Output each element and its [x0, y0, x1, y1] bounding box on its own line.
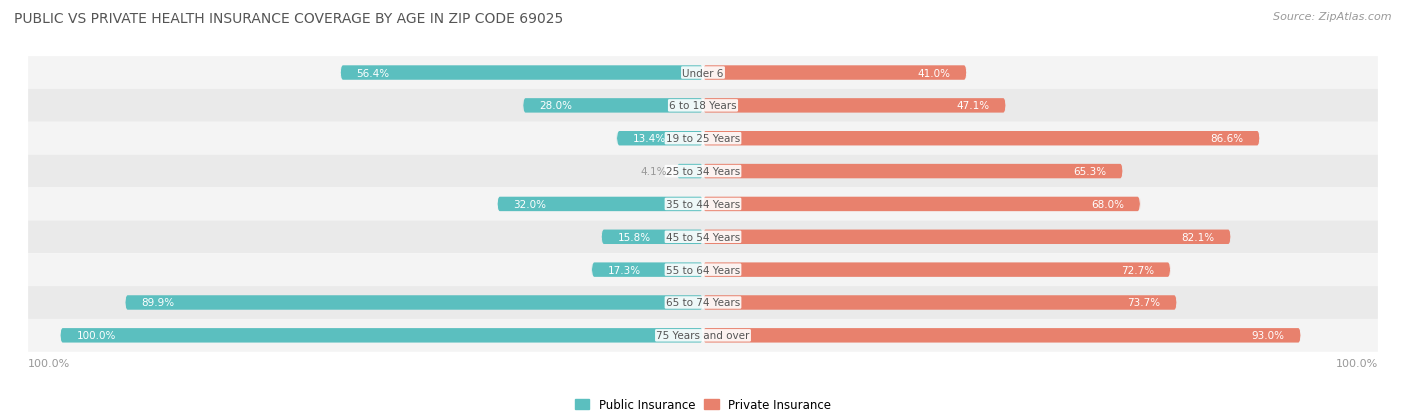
FancyBboxPatch shape — [703, 296, 1177, 310]
FancyBboxPatch shape — [602, 230, 703, 244]
FancyBboxPatch shape — [28, 221, 1378, 254]
FancyBboxPatch shape — [125, 296, 703, 310]
Text: 75 Years and over: 75 Years and over — [657, 330, 749, 340]
Text: 82.1%: 82.1% — [1181, 232, 1215, 242]
Text: 65 to 74 Years: 65 to 74 Years — [666, 298, 740, 308]
Text: 100.0%: 100.0% — [76, 330, 115, 340]
Text: PUBLIC VS PRIVATE HEALTH INSURANCE COVERAGE BY AGE IN ZIP CODE 69025: PUBLIC VS PRIVATE HEALTH INSURANCE COVER… — [14, 12, 564, 26]
FancyBboxPatch shape — [703, 197, 1140, 211]
FancyBboxPatch shape — [703, 328, 1301, 343]
FancyBboxPatch shape — [28, 286, 1378, 319]
FancyBboxPatch shape — [703, 164, 1123, 179]
FancyBboxPatch shape — [60, 328, 703, 343]
Text: 25 to 34 Years: 25 to 34 Years — [666, 167, 740, 177]
FancyBboxPatch shape — [28, 57, 1378, 90]
Text: 35 to 44 Years: 35 to 44 Years — [666, 199, 740, 209]
Text: 4.1%: 4.1% — [641, 167, 666, 177]
FancyBboxPatch shape — [703, 66, 966, 81]
Text: Source: ZipAtlas.com: Source: ZipAtlas.com — [1274, 12, 1392, 22]
Legend: Public Insurance, Private Insurance: Public Insurance, Private Insurance — [571, 393, 835, 413]
FancyBboxPatch shape — [523, 99, 703, 113]
Text: 93.0%: 93.0% — [1251, 330, 1285, 340]
FancyBboxPatch shape — [703, 230, 1230, 244]
Text: 45 to 54 Years: 45 to 54 Years — [666, 232, 740, 242]
Text: 15.8%: 15.8% — [617, 232, 651, 242]
FancyBboxPatch shape — [28, 90, 1378, 123]
FancyBboxPatch shape — [28, 188, 1378, 221]
Text: 17.3%: 17.3% — [607, 265, 641, 275]
Text: 28.0%: 28.0% — [538, 101, 572, 111]
Text: 56.4%: 56.4% — [357, 69, 389, 78]
Text: 47.1%: 47.1% — [956, 101, 990, 111]
Text: 19 to 25 Years: 19 to 25 Years — [666, 134, 740, 144]
Text: 13.4%: 13.4% — [633, 134, 666, 144]
FancyBboxPatch shape — [703, 263, 1170, 277]
Text: 65.3%: 65.3% — [1074, 167, 1107, 177]
Text: Under 6: Under 6 — [682, 69, 724, 78]
Text: 68.0%: 68.0% — [1091, 199, 1123, 209]
Text: 55 to 64 Years: 55 to 64 Years — [666, 265, 740, 275]
Text: 89.9%: 89.9% — [141, 298, 174, 308]
FancyBboxPatch shape — [592, 263, 703, 277]
FancyBboxPatch shape — [703, 99, 1005, 113]
FancyBboxPatch shape — [28, 155, 1378, 188]
FancyBboxPatch shape — [676, 164, 703, 179]
FancyBboxPatch shape — [28, 254, 1378, 286]
Text: 86.6%: 86.6% — [1211, 134, 1243, 144]
FancyBboxPatch shape — [703, 132, 1260, 146]
Text: 6 to 18 Years: 6 to 18 Years — [669, 101, 737, 111]
Text: 32.0%: 32.0% — [513, 199, 547, 209]
Text: 100.0%: 100.0% — [28, 358, 70, 368]
Text: 41.0%: 41.0% — [918, 69, 950, 78]
FancyBboxPatch shape — [28, 319, 1378, 352]
Text: 72.7%: 72.7% — [1121, 265, 1154, 275]
FancyBboxPatch shape — [28, 123, 1378, 155]
FancyBboxPatch shape — [340, 66, 703, 81]
Text: 100.0%: 100.0% — [1336, 358, 1378, 368]
Text: 73.7%: 73.7% — [1128, 298, 1160, 308]
FancyBboxPatch shape — [498, 197, 703, 211]
FancyBboxPatch shape — [617, 132, 703, 146]
